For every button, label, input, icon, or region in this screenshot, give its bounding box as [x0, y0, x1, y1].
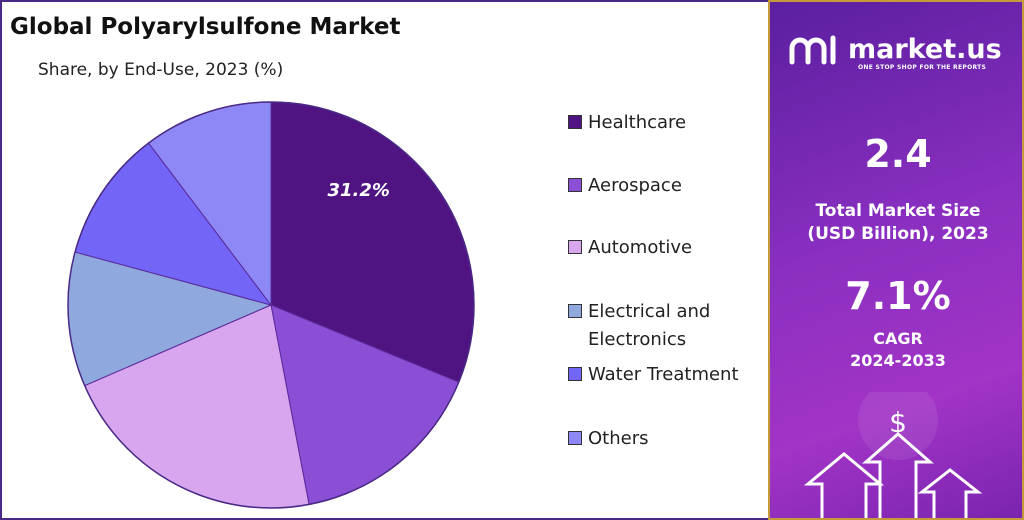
- pie-data-label: 31.2%: [327, 180, 389, 201]
- legend-label: Electrical and Electronics: [588, 301, 711, 350]
- arrow-up-icon-left: [803, 452, 885, 518]
- legend-label: Water Treatment: [588, 364, 739, 385]
- market-size-caption-2: (USD Billion), 2023: [807, 224, 989, 244]
- legend-label: Others: [588, 428, 649, 449]
- pie-outline: [67, 101, 475, 509]
- market-size-caption-1: Total Market Size: [815, 201, 981, 221]
- legend-item-electrical: Electrical and Electronics: [568, 298, 768, 354]
- legend-swatch: [568, 367, 582, 381]
- brand-tagline: ONE STOP SHOP FOR THE REPORTS: [858, 64, 987, 71]
- legend-swatch: [568, 240, 582, 254]
- legend-swatch: [568, 431, 582, 445]
- legend-item-aerospace: Aerospace: [568, 172, 768, 200]
- market-us-logo-icon: [789, 35, 836, 65]
- legend-item-automotive: Automotive: [568, 234, 768, 262]
- legend-item-water-treatment: Water Treatment: [568, 361, 768, 389]
- brand-name: market.us: [848, 33, 1002, 65]
- cagr-caption-2: 2024-2033: [850, 351, 946, 370]
- legend-swatch: [568, 304, 582, 318]
- info-panel: market.us ONE STOP SHOP FOR THE REPORTS …: [768, 0, 1024, 520]
- chart-subtitle: Share, by End-Use, 2023 (%): [38, 60, 284, 80]
- legend-label: Aerospace: [588, 175, 682, 196]
- arrow-up-icon-center: [862, 432, 934, 518]
- legend-label: Healthcare: [588, 112, 687, 133]
- dollar-icon: $: [889, 406, 907, 439]
- brand-logo: market.us: [788, 32, 1002, 66]
- legend-item-healthcare: Healthcare: [568, 109, 768, 137]
- legend-swatch: [568, 178, 582, 192]
- market-size-value: 2.4: [864, 132, 932, 176]
- legend-item-others: Others: [568, 425, 768, 453]
- cagr-caption-1: CAGR: [873, 329, 923, 348]
- chart-title: Global Polyarylsulfone Market: [10, 14, 401, 40]
- cagr-value: 7.1%: [845, 274, 951, 318]
- legend-swatch: [568, 115, 582, 129]
- growth-arrows-decoration: $: [803, 392, 983, 518]
- legend-label: Automotive: [588, 237, 693, 258]
- chart-panel: Global Polyarylsulfone Market Share, by …: [0, 0, 768, 520]
- arrow-up-icon-right: [917, 468, 983, 518]
- coin-circle: [858, 392, 938, 460]
- pie-chart: 31.2%: [67, 101, 475, 509]
